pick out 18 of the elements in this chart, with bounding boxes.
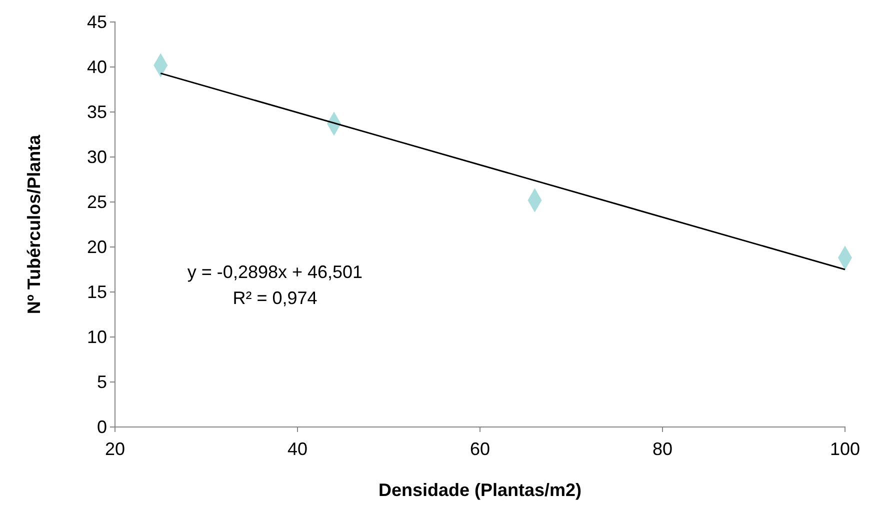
y-tick-label: 40 xyxy=(86,56,107,77)
y-tick-label: 20 xyxy=(86,236,107,257)
annotation: R² = 0,974 xyxy=(232,288,318,308)
y-tick-label: 5 xyxy=(96,372,107,392)
x-tick-label: 100 xyxy=(830,438,860,459)
y-tick-label: 45 xyxy=(86,12,107,32)
x-axis-title: Densidade (Plantas/m2) xyxy=(378,480,582,500)
x-tick-label: 60 xyxy=(470,438,490,459)
y-tick-label: 35 xyxy=(86,102,107,122)
y-tick-label: 15 xyxy=(86,282,107,302)
x-tick-label: 40 xyxy=(287,438,308,459)
y-tick-label: 0 xyxy=(96,416,107,437)
y-tick-label: 25 xyxy=(86,192,107,212)
y-axis-title: Nº Tubérculos/Planta xyxy=(24,134,44,314)
y-tick-label: 10 xyxy=(86,326,107,347)
annotation: y = -0,2898x + 46,501 xyxy=(187,262,363,282)
y-tick-label: 30 xyxy=(86,146,107,167)
x-tick-label: 80 xyxy=(652,438,673,459)
